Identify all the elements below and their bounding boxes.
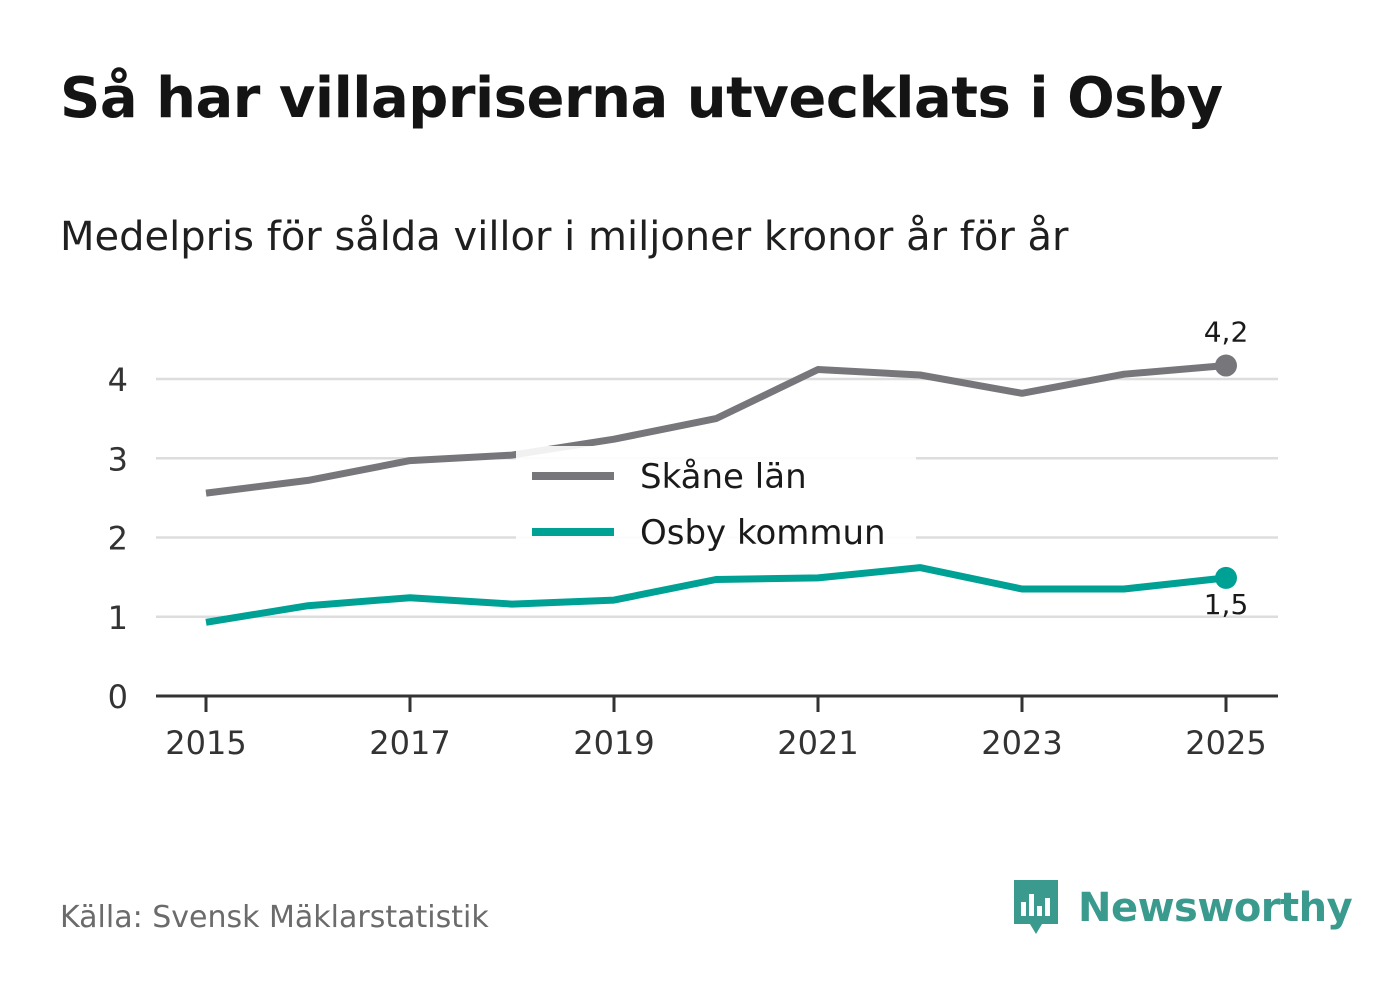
legend-label-1: Osby kommun — [640, 513, 886, 553]
x-tick-label-2015: 2015 — [165, 724, 246, 762]
y-tick-label-2: 2 — [108, 520, 128, 558]
x-tick-label-2023: 2023 — [981, 724, 1062, 762]
end-point-1 — [1215, 566, 1237, 589]
brand-name: Newsworthy — [1078, 885, 1353, 931]
end-label-0: 4,2 — [1204, 316, 1249, 349]
axes: 0 1 2 3 4 2015 2017 2019 2021 2023 2025 — [108, 361, 1278, 762]
newsworthy-logo-icon — [1014, 880, 1058, 934]
brand-logo: Newsworthy — [1010, 878, 1353, 938]
y-tick-label-1: 1 — [108, 599, 128, 637]
legend: Skåne län Osby kommun — [516, 446, 916, 556]
end-point-0 — [1215, 354, 1237, 377]
source-note: Källa: Svensk Mäklarstatistik — [60, 900, 489, 935]
x-tick-label-2021: 2021 — [777, 724, 858, 762]
y-tick-label-4: 4 — [108, 361, 128, 399]
legend-background — [516, 446, 916, 556]
y-tick-label-3: 3 — [108, 440, 128, 478]
series-lines — [205, 362, 1227, 626]
series-line-osby-kommun — [205, 564, 1227, 626]
legend-label-0: Skåne län — [640, 457, 807, 497]
series-line-skane-lan — [205, 362, 1227, 497]
chart-title: Så har villapriserna utvecklats i Osby — [60, 66, 1223, 131]
end-label-1: 1,5 — [1204, 588, 1249, 621]
x-tick-label-2025: 2025 — [1185, 724, 1266, 762]
end-labels: 4,2 1,5 — [1204, 316, 1249, 621]
x-tick-label-2017: 2017 — [369, 724, 450, 762]
x-tick-label-2019: 2019 — [573, 724, 654, 762]
chart-subtitle: Medelpris för sålda villor i miljoner kr… — [60, 214, 1069, 260]
y-tick-label-0: 0 — [108, 678, 128, 716]
